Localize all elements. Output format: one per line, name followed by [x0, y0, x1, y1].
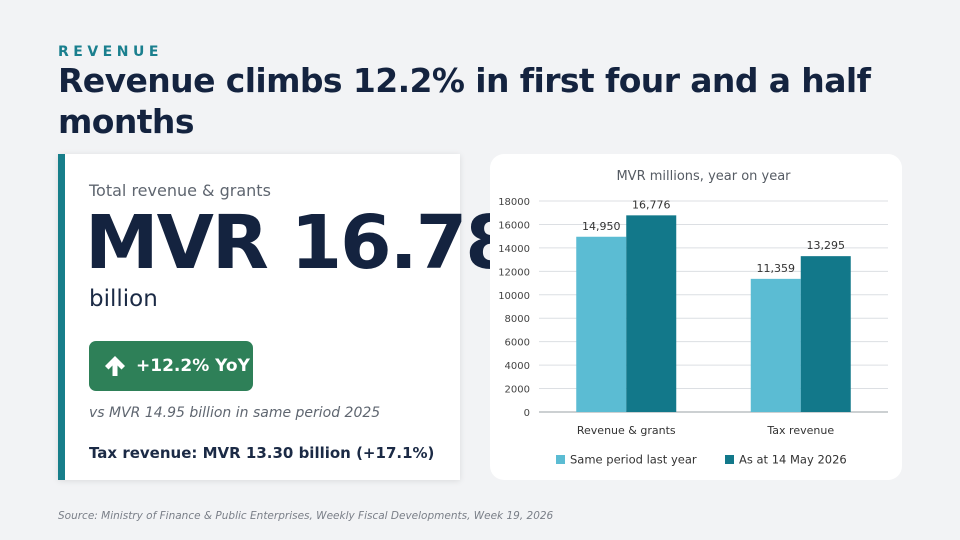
kpi-card: Total revenue & grants MVR 16.78 billion… [58, 154, 517, 480]
legend-label: Same period last year [570, 453, 697, 467]
y-tick-label: 2000 [505, 385, 530, 396]
chart-card: MVR millions, year on year 0 2000 4000 6000 8… [490, 154, 902, 480]
kpi-value: MVR 16.78 [85, 200, 517, 286]
y-tick-label: 14000 [498, 244, 530, 255]
bar [626, 215, 677, 412]
bar [800, 256, 851, 412]
bar [576, 236, 627, 412]
data-label: 14,950 [582, 220, 621, 233]
legend-label: As at 14 May 2026 [739, 453, 847, 467]
bar [750, 278, 801, 412]
legend-swatch [725, 455, 734, 464]
legend-swatch [556, 455, 565, 464]
tax-revenue-line: Tax revenue: MVR 13.30 billion (+17.1%) [89, 444, 435, 462]
y-tick-label: 0 [524, 408, 530, 419]
section-eyebrow: REVENUE [58, 44, 163, 60]
x-tick-label: Revenue & grants [577, 424, 676, 437]
y-tick-label: 10000 [498, 291, 530, 302]
kpi-label: Total revenue & grants [89, 181, 271, 200]
data-label: 13,295 [807, 239, 846, 252]
data-label: 11,359 [757, 262, 796, 275]
comparison-note: vs MVR 14.95 billion in same period 2025 [89, 405, 381, 421]
kpi-unit: billion [89, 286, 158, 312]
y-tick-label: 12000 [498, 267, 530, 278]
yoy-badge-label: +12.2% YoY [136, 356, 250, 376]
source-note: Source: Ministry of Finance & Public Ent… [58, 510, 554, 522]
x-tick-label: Tax revenue [766, 424, 834, 437]
y-tick-label: 6000 [505, 338, 530, 349]
chart-title: MVR millions, year on year [616, 169, 791, 184]
arrow-up-icon [105, 356, 125, 376]
page-title: Revenue climbs 12.2% in first four and a… [58, 61, 871, 141]
yoy-badge: +12.2% YoY [89, 341, 253, 391]
y-tick-label: 16000 [498, 220, 530, 231]
y-tick-label: 18000 [498, 197, 530, 208]
y-tick-label: 8000 [505, 314, 530, 325]
y-tick-label: 4000 [505, 361, 530, 372]
data-label: 16,776 [632, 198, 671, 211]
bar-chart: MVR millions, year on year 0 2000 4000 6000 8… [498, 169, 888, 467]
